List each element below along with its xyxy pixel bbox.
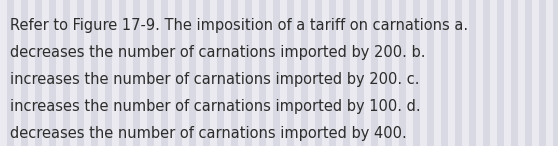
Text: increases the number of carnations imported by 200. c.: increases the number of carnations impor… [10, 72, 420, 87]
Bar [70, 0, 77, 146]
Bar [308, 0, 315, 146]
Bar [448, 0, 455, 146]
Bar [119, 0, 126, 146]
Bar [196, 0, 203, 146]
Bar [273, 0, 280, 146]
Bar [434, 0, 441, 146]
Bar [91, 0, 98, 146]
Bar [84, 0, 91, 146]
Bar [364, 0, 371, 146]
Bar [462, 0, 469, 146]
Bar [385, 0, 392, 146]
Bar [525, 0, 532, 146]
Bar [56, 0, 63, 146]
Bar [133, 0, 140, 146]
Bar [504, 0, 511, 146]
Bar [490, 0, 497, 146]
Bar [105, 0, 112, 146]
Bar [175, 0, 182, 146]
Bar [238, 0, 245, 146]
Bar [14, 0, 21, 146]
Bar [147, 0, 154, 146]
Bar [28, 0, 35, 146]
Bar [266, 0, 273, 146]
Bar [378, 0, 385, 146]
Bar [455, 0, 462, 146]
Bar [413, 0, 420, 146]
Bar [483, 0, 490, 146]
Bar [252, 0, 259, 146]
Bar [231, 0, 238, 146]
Bar [546, 0, 553, 146]
Bar [343, 0, 350, 146]
Bar [336, 0, 343, 146]
Text: increases the number of carnations imported by 100. d.: increases the number of carnations impor… [10, 99, 421, 114]
Bar [245, 0, 252, 146]
Bar [280, 0, 287, 146]
Text: Refer to Figure 17-9. The imposition of a tariff on carnations a.: Refer to Figure 17-9. The imposition of … [10, 18, 468, 33]
Bar [553, 0, 558, 146]
Bar [217, 0, 224, 146]
Bar [259, 0, 266, 146]
Bar [315, 0, 322, 146]
Bar [539, 0, 546, 146]
Bar [357, 0, 364, 146]
Bar [224, 0, 231, 146]
Bar [210, 0, 217, 146]
Bar [77, 0, 84, 146]
Bar [35, 0, 42, 146]
Bar [189, 0, 196, 146]
Bar [322, 0, 329, 146]
Bar [532, 0, 539, 146]
Bar [420, 0, 427, 146]
Bar [476, 0, 483, 146]
Bar [182, 0, 189, 146]
Text: decreases the number of carnations imported by 400.: decreases the number of carnations impor… [10, 126, 407, 141]
Bar [49, 0, 56, 146]
Bar [518, 0, 525, 146]
Bar [21, 0, 28, 146]
Bar [203, 0, 210, 146]
Bar [406, 0, 413, 146]
Bar [301, 0, 308, 146]
Bar [98, 0, 105, 146]
Bar [63, 0, 70, 146]
Bar [427, 0, 434, 146]
Text: decreases the number of carnations imported by 200. b.: decreases the number of carnations impor… [10, 45, 426, 60]
Bar [112, 0, 119, 146]
Bar [126, 0, 133, 146]
Bar [294, 0, 301, 146]
Bar [329, 0, 336, 146]
Bar [371, 0, 378, 146]
Bar [42, 0, 49, 146]
Bar [140, 0, 147, 146]
Bar [511, 0, 518, 146]
Bar [441, 0, 448, 146]
Bar [399, 0, 406, 146]
Bar [287, 0, 294, 146]
Bar [350, 0, 357, 146]
Bar [7, 0, 14, 146]
Bar [154, 0, 161, 146]
Bar [469, 0, 476, 146]
Bar [161, 0, 168, 146]
Bar [0, 0, 7, 146]
Bar [392, 0, 399, 146]
Bar [497, 0, 504, 146]
Bar [168, 0, 175, 146]
